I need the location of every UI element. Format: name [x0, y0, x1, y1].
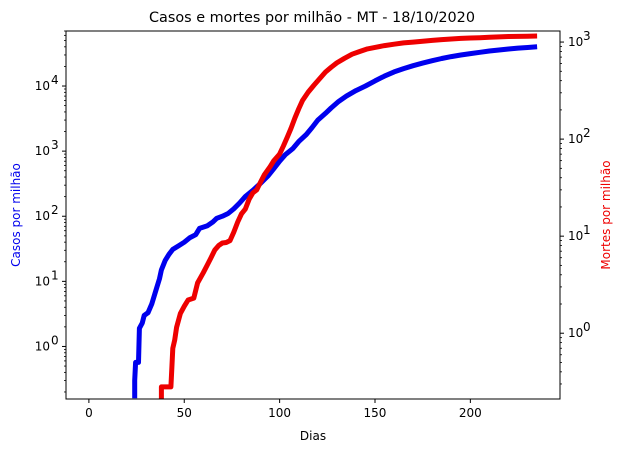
chart-title: Casos e mortes por milhão - MT - 18/10/2…: [149, 10, 475, 26]
x-axis: 0 50 100 150 200: [85, 399, 482, 420]
right-tick-label: 10: [568, 326, 583, 340]
right-tick-exponent: 2: [583, 126, 591, 140]
left-tick-exponent: 1: [51, 268, 59, 282]
left-tick-label: 10: [35, 209, 50, 223]
left-tick-label: 10: [35, 144, 50, 158]
left-tick-label: 10: [35, 339, 50, 353]
left-tick-exponent: 2: [51, 203, 59, 217]
x-axis-label: Dias: [300, 429, 326, 443]
left-tick-label: 10: [35, 79, 50, 93]
x-tick-label: 100: [268, 406, 291, 420]
right-y-axis-label: Mortes por milhão: [599, 160, 613, 269]
right-tick-exponent: 1: [583, 223, 591, 237]
x-tick-label: 200: [459, 406, 482, 420]
left-tick-exponent: 0: [51, 333, 59, 347]
x-tick-label: 0: [85, 406, 93, 420]
right-tick-label: 10: [568, 35, 583, 49]
series-layer: [132, 33, 538, 399]
left-tick-exponent: 4: [51, 73, 59, 87]
left-tick-label: 10: [35, 274, 50, 288]
plot-frame: [65, 30, 561, 400]
right-tick-exponent: 3: [583, 29, 591, 43]
right-tick-exponent: 0: [583, 320, 591, 334]
left-tick-exponent: 3: [51, 138, 59, 152]
x-tick-label: 150: [364, 406, 387, 420]
x-tick-label: 50: [177, 406, 192, 420]
right-tick-label: 10: [568, 132, 583, 146]
cases-series-line: [132, 44, 538, 399]
deaths-series-line: [158, 33, 538, 399]
left-y-axis-label: Casos por milhão: [9, 163, 23, 267]
right-tick-label: 10: [568, 229, 583, 243]
